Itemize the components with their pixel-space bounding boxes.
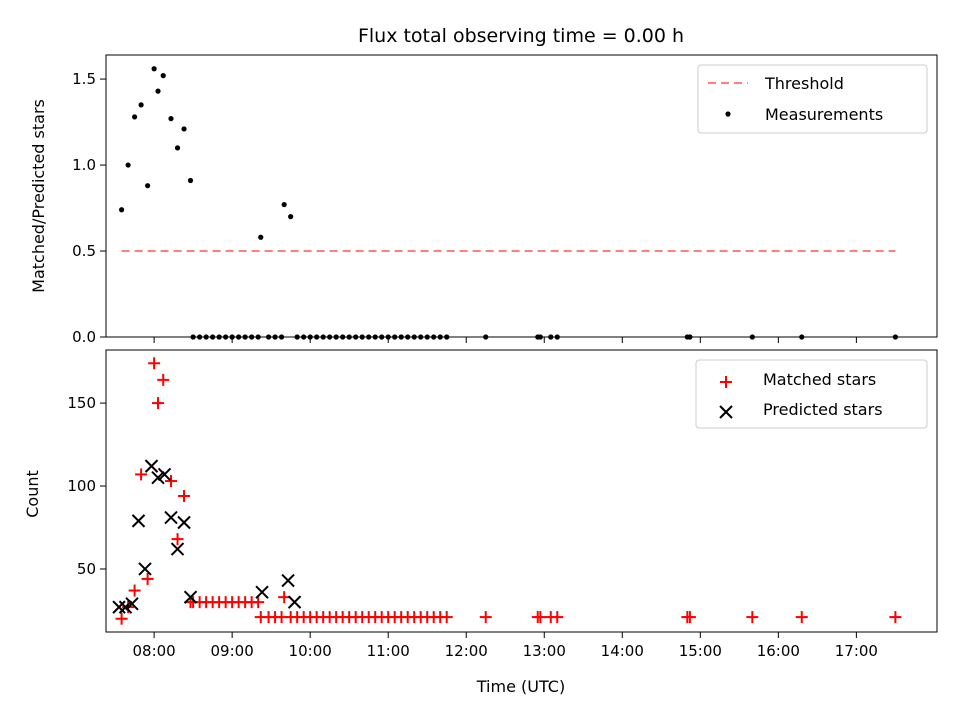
y-tick-label: 1.5: [72, 70, 96, 88]
matched-point: [551, 611, 564, 624]
matched-point: [252, 596, 265, 609]
x-tick-label: 09:00: [211, 642, 254, 660]
x-tick-label: 10:00: [289, 642, 332, 660]
predicted-point: [138, 562, 152, 576]
measurement-point: [168, 116, 174, 122]
predicted-point: [177, 515, 191, 530]
predicted-point: [287, 595, 302, 609]
y-tick-label: 50: [77, 560, 96, 578]
measurement-point: [119, 207, 125, 213]
predicted-point: [125, 597, 139, 611]
matched-point: [165, 475, 178, 488]
predicted-point: [118, 600, 133, 614]
x-tick-label: 16:00: [757, 642, 800, 660]
matched-point: [746, 611, 759, 624]
count-axes: 50 100 150 08:00 09:00 10:00 11:00 12:00 13:00 1…: [23, 349, 938, 696]
matched-point: [278, 591, 291, 604]
count-y-axis-label: Count: [23, 470, 42, 518]
x-tick-label: 17:00: [835, 642, 878, 660]
x-tick-label: 15:00: [679, 642, 722, 660]
series-predicted-stars: [112, 459, 302, 614]
legend-predicted-swatch: [719, 405, 733, 419]
predicted-point: [255, 585, 269, 599]
count-legend: Matched stars Predicted stars: [695, 359, 928, 429]
predicted-point: [183, 590, 198, 604]
measurement-point: [125, 162, 131, 168]
matched-point: [889, 611, 902, 624]
measurement-point: [187, 177, 194, 184]
measurement-point: [181, 126, 187, 132]
measurement-point: [132, 114, 138, 120]
legend-predicted-label: Predicted stars: [763, 400, 883, 419]
matched-point: [115, 612, 128, 625]
matched-point: [795, 611, 808, 624]
matched-point: [171, 533, 184, 546]
predicted-point: [131, 514, 146, 528]
matched-point: [534, 611, 547, 624]
measurement-point: [288, 214, 294, 220]
count-legend-box: [695, 359, 928, 429]
matched-point: [141, 572, 154, 585]
legend-measurements-swatch: [725, 111, 731, 117]
legend-matched-swatch: [720, 376, 732, 388]
predicted-point: [157, 467, 172, 482]
chart-title: Flux total observing time = 0.00 h: [358, 25, 684, 47]
legend-matched-label: Matched stars: [763, 370, 876, 389]
x-tick-label: 11:00: [367, 642, 410, 660]
x-tick-label: 12:00: [445, 642, 488, 660]
predicted-point: [164, 510, 178, 525]
measurement-point: [138, 102, 144, 108]
predicted-point: [170, 542, 185, 556]
series-matched-stars: [115, 357, 902, 625]
measurement-point: [281, 201, 287, 208]
ratio-y-axis-label: Matched/Predicted stars: [29, 99, 48, 293]
y-tick-label: 150: [67, 394, 96, 412]
ratio-legend: Threshold Measurements: [697, 64, 928, 134]
count-axes-frame: [105, 349, 938, 633]
measurement-point: [258, 234, 264, 240]
measurement-point: [160, 73, 166, 79]
matched-point: [135, 468, 148, 481]
y-tick-label: 0.0: [72, 328, 96, 346]
x-tick-label: 08:00: [133, 642, 176, 660]
legend-threshold-label: Threshold: [764, 74, 844, 93]
x-tick-label: 14:00: [601, 642, 644, 660]
ratio-legend-box: [697, 64, 928, 134]
predicted-point: [112, 600, 126, 614]
matched-point: [148, 357, 161, 370]
series-measurements: [119, 66, 898, 340]
measurement-point: [151, 66, 157, 72]
x-tick-label: 13:00: [523, 642, 566, 660]
predicted-point: [151, 471, 165, 485]
matched-point: [683, 611, 696, 624]
ratio-axes: 0.0 0.5 1.0 1.5 Matched/Predicted stars Thr…: [29, 54, 938, 346]
y-tick-label: 0.5: [72, 242, 96, 260]
legend-measurements-label: Measurements: [765, 105, 883, 124]
matched-point: [152, 397, 165, 410]
measurement-point: [155, 88, 161, 94]
matched-point: [479, 611, 492, 624]
x-axis-label: Time (UTC): [476, 677, 565, 696]
y-tick-label: 100: [67, 477, 96, 495]
predicted-point: [281, 573, 295, 588]
y-tick-label: 1.0: [72, 156, 96, 174]
measurement-point: [145, 183, 151, 189]
predicted-point: [144, 459, 159, 473]
matched-point: [178, 489, 191, 502]
matched-point: [440, 611, 453, 624]
measurement-point: [174, 145, 181, 151]
ratio-axes-frame: [105, 54, 938, 338]
matched-point: [157, 373, 170, 386]
matched-point: [128, 584, 141, 597]
